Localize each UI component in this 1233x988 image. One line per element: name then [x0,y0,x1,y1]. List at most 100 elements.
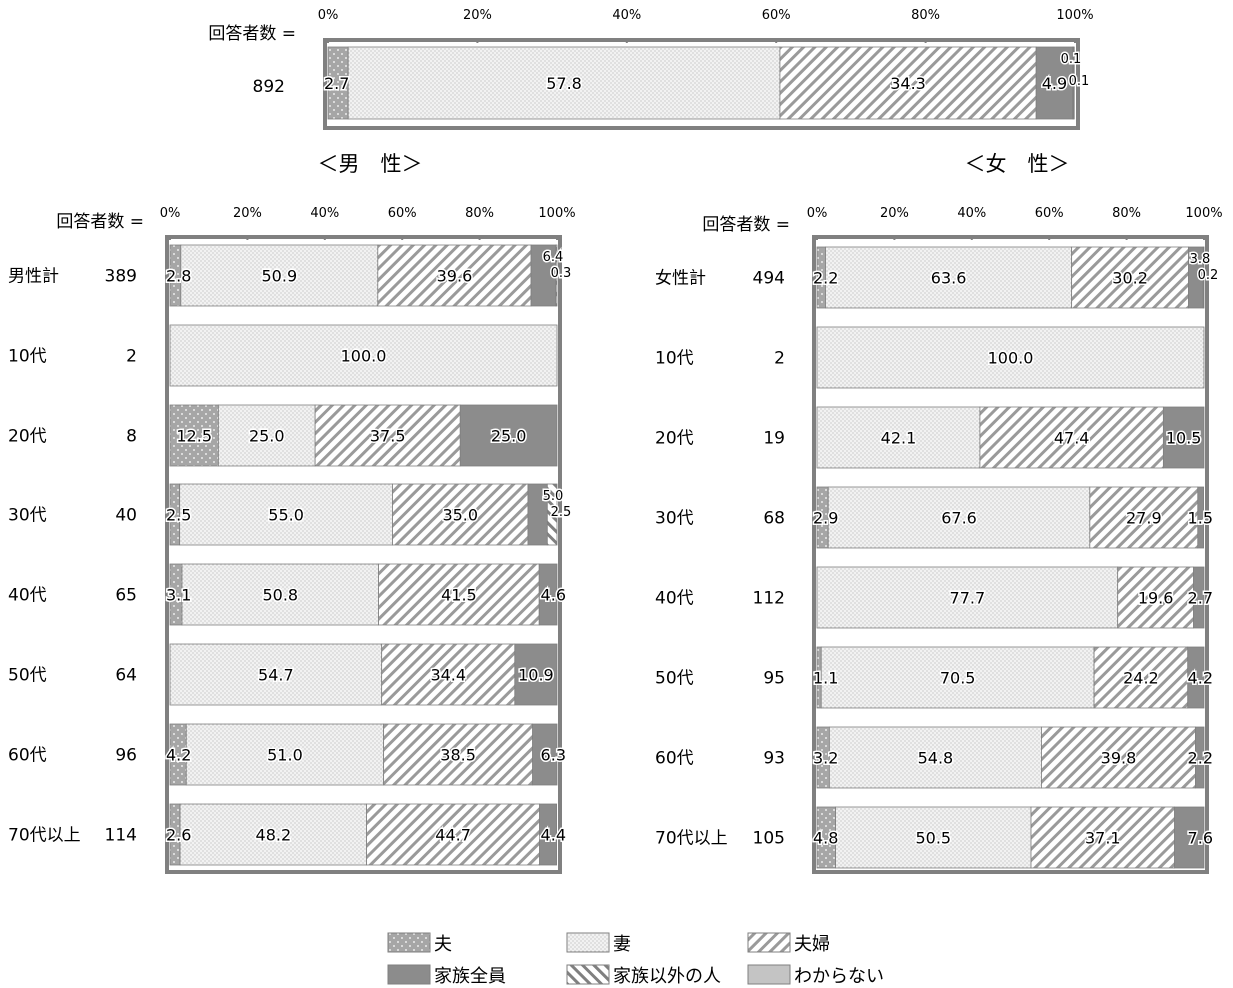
bar-segment-wife [820,646,1095,709]
tick-label: 0% [807,206,828,221]
data-label: 4.6 [541,586,566,605]
tick-label: 40% [612,8,641,23]
legend-swatch [387,932,431,953]
bar-segment-wife [835,806,1032,869]
bar-segment-whole-family [514,643,558,706]
bar-segment-non-family [555,244,558,307]
legend-label: わからない [794,966,884,987]
data-label: 54.8 [918,749,954,768]
data-label: 2.5 [551,505,572,520]
bar-segment-whole-family [1197,486,1205,549]
data-label: 37.1 [1085,829,1121,848]
tick-label: 80% [1112,206,1141,221]
row-count-label: 19 [763,429,785,449]
male-heading: ＜男 性＞ [318,152,423,176]
tick-label: 20% [233,206,262,221]
row-category-label: 70代以上 [655,829,728,849]
data-label: 3.8 [1190,252,1211,267]
respondents-label: 回答者数 = [208,24,296,44]
bar-segment-whole-family [1162,406,1205,469]
data-label: 42.1 [881,429,917,448]
total-panel: 0% 20% 40% 60% 80% 100% 回答者数 = 892 2.7 57.8 34.3 4.… [208,8,1094,130]
plot-frame [165,235,562,874]
plot-frame [812,235,1209,874]
row-count-label: 892 [253,77,285,97]
row-count-label: 2 [774,349,785,369]
data-label: 0.2 [1198,268,1219,283]
data-label: 5.0 [543,489,564,504]
data-label: 34.3 [890,74,926,93]
tick-label: 100% [1056,8,1093,23]
row-category-label: 60代 [8,746,47,766]
bar-segment-whole-family [1035,46,1074,120]
data-label: 39.6 [437,267,473,286]
data-label: 7.6 [1188,829,1213,848]
data-label: 47.4 [1054,429,1090,448]
bar-segment-whole-family [539,803,558,866]
female-heading: ＜女 性＞ [965,152,1070,176]
bar-segment-whole-family [532,723,558,786]
bar-segment-couple [1071,246,1189,309]
bar-segment-unknown [1073,46,1075,120]
data-label: 27.9 [1126,509,1162,528]
data-label: 10.5 [1166,429,1202,448]
row-count-label: 96 [115,746,137,766]
data-label: 6.4 [543,250,564,265]
bar-segment-couple [381,643,516,706]
row-count-label: 389 [105,267,137,287]
tick-label: 60% [388,206,417,221]
data-label: 4.2 [166,746,191,765]
bar-segment-couple [378,563,540,626]
bar-segment-whole-family [1193,566,1205,629]
row-count-label: 68 [763,509,785,529]
row-category-label: 10代 [655,349,694,369]
legend-swatch [387,964,431,985]
row-category-label: 10代 [8,347,47,367]
data-label: 44.7 [435,826,471,845]
data-label: 2.5 [166,506,191,525]
bar-segment-whole-family [530,244,557,307]
bar-segment-whole-family [1187,646,1205,709]
bar-segment-wife [179,803,367,866]
legend-label: 妻 [613,934,631,955]
male-panel: 0% 20% 40% 60% 80% 100% 回答者数 = 男性計 389 2.8 50.9 39.… [8,206,576,874]
bar-segment-wife [825,246,1073,309]
row-count-label: 112 [753,589,785,609]
data-label: 25.0 [491,427,527,446]
row-category-label: 50代 [655,669,694,689]
bar-segment-wife [181,563,379,626]
bar-segment-non-family [546,483,558,546]
tick-label: 100% [538,206,575,221]
row-category-label: 30代 [655,509,694,529]
data-label: 24.2 [1123,669,1159,688]
bar-segment-couple [377,244,532,307]
row-count-label: 105 [753,829,785,849]
data-label: 50.8 [262,586,298,605]
bar-segment-whole-family [538,563,558,626]
tick-label: 0% [318,8,339,23]
data-label: 30.2 [1112,269,1148,288]
data-label: 2.6 [166,826,191,845]
data-label: 39.8 [1101,749,1137,768]
plot-frame [323,38,1080,130]
bar-segment-couple [779,46,1037,120]
data-label: 6.3 [541,746,566,765]
row-category-label: 20代 [655,429,694,449]
data-label: 51.0 [267,746,303,765]
data-label: 37.5 [370,427,406,446]
tick-label: 100% [1185,206,1222,221]
bar-segment-non-family [1202,246,1205,309]
bar-segment-wife [169,643,383,706]
row-category-label: 30代 [8,506,47,526]
data-label: 25.0 [249,427,285,446]
data-label: 100.0 [341,347,387,366]
row-category-label: 男性計 [8,267,59,287]
data-label: 2.7 [324,74,349,93]
data-label: 19.6 [1138,589,1174,608]
row-category-label: 60代 [655,749,694,769]
legend-swatch [747,964,791,985]
legend-label: 夫 [434,934,452,955]
data-label: 1.5 [1188,509,1213,528]
row-count-label: 95 [763,669,785,689]
data-label: 38.5 [440,746,476,765]
